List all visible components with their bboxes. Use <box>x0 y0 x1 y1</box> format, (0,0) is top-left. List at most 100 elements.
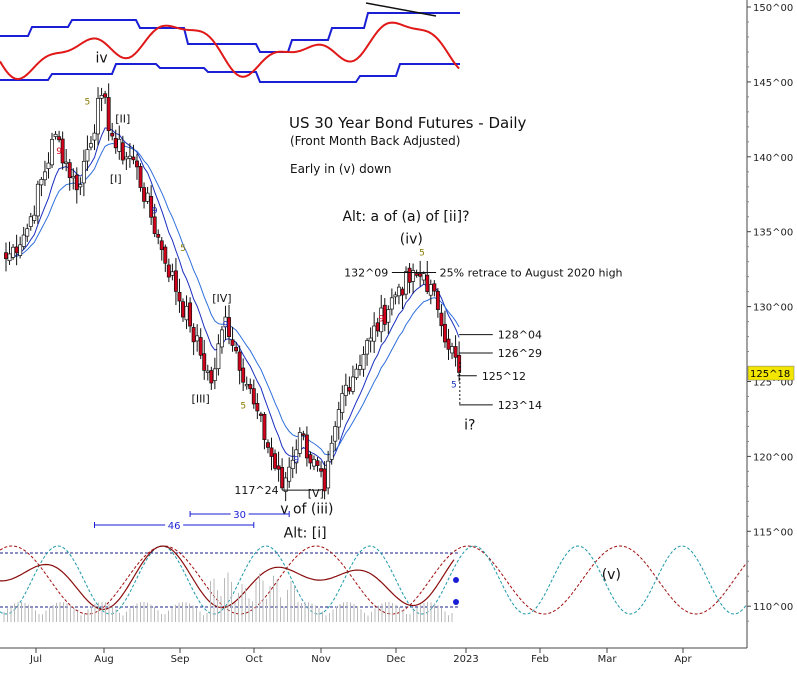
candle-body <box>326 460 331 489</box>
candle-body <box>71 176 76 179</box>
wave-label: [I] <box>110 172 122 185</box>
count-mark: 9 <box>378 315 384 325</box>
candle-body <box>411 270 416 282</box>
candle-body <box>99 95 104 99</box>
annotation-layer: 46 30 iv [II] [I] [IV] [III] [V] (iv) v of (iii) A… <box>56 50 622 583</box>
candle-body <box>428 284 433 296</box>
count-mark: 9 <box>152 207 158 217</box>
retrace-note: 25% retrace to August 2020 high <box>440 266 623 279</box>
fast-moving-average-line <box>5 127 460 467</box>
time-tick-label: Feb <box>531 654 549 665</box>
candle-body <box>163 246 168 264</box>
wave-label: [II] <box>115 112 130 125</box>
time-tick-label: Sep <box>171 654 190 665</box>
chart-comment: Early in (v) down <box>290 162 392 176</box>
time-tick-label: Jul <box>29 654 42 665</box>
oscillator-line <box>0 21 460 81</box>
candle-body <box>234 346 239 352</box>
candle-body <box>297 432 302 454</box>
time-tick-label: Apr <box>674 654 692 665</box>
count-mark: 9 <box>223 321 229 331</box>
candle-body <box>244 384 249 387</box>
candle-body <box>14 246 19 254</box>
candle-body <box>304 434 309 459</box>
candle-body <box>198 337 203 356</box>
candle-body <box>301 433 306 436</box>
candle-body <box>131 156 136 161</box>
candle-body <box>184 305 189 321</box>
candle-body <box>400 288 405 296</box>
candle-body <box>7 253 12 262</box>
candle-body <box>386 309 391 323</box>
candle-body <box>308 454 313 464</box>
candle-body <box>290 459 295 469</box>
candle-body <box>418 273 423 277</box>
candle-body <box>425 274 430 292</box>
candle-body <box>106 97 111 132</box>
divergence-trendline <box>365 2 437 17</box>
candle-body <box>85 149 90 162</box>
candle-body <box>81 160 86 184</box>
candle-body <box>191 327 196 343</box>
candle-body <box>53 133 58 137</box>
candle-body <box>407 267 412 283</box>
candle-body <box>57 136 62 141</box>
count-mark: 9 <box>56 147 62 157</box>
low-level-label: 117^24 <box>234 484 278 497</box>
candle-body <box>396 286 401 297</box>
cycle-span-label-bg <box>230 508 249 520</box>
cycle-marker-dot <box>453 599 459 605</box>
time-tick-label: Mar <box>598 654 618 665</box>
price-tick-label: 110^00 <box>753 602 793 613</box>
candle-body <box>138 166 143 188</box>
candle-body <box>152 216 157 234</box>
count-mark: 9 <box>293 455 299 465</box>
candle-body <box>96 97 100 135</box>
last-price-badge <box>747 365 795 381</box>
candle-body <box>64 161 69 164</box>
candle-body <box>350 376 355 392</box>
candle-body <box>230 339 235 346</box>
candle-body <box>25 228 30 237</box>
candle-body <box>283 477 288 492</box>
target-level-label: 128^04 <box>498 329 542 342</box>
wave-label: iv <box>95 50 107 66</box>
candle-body <box>4 252 8 260</box>
candle-body <box>432 283 437 292</box>
candle-body <box>248 384 253 390</box>
candle-body <box>365 340 370 355</box>
wave-label: Alt: [i] <box>284 525 327 541</box>
candle-body <box>414 273 419 276</box>
candle-body <box>212 368 217 381</box>
time-tick-label: Dec <box>386 654 405 665</box>
candle-body <box>39 179 44 186</box>
candle-body <box>11 246 16 258</box>
time-axis: Jul Aug Sep Oct Nov Dec 2023 Feb Mar Apr <box>0 647 747 665</box>
candle-body <box>389 297 394 310</box>
count-mark: 5 <box>451 380 457 390</box>
candle-body <box>195 335 200 342</box>
candle-body <box>32 214 37 221</box>
wave-label: [IV] <box>212 292 231 305</box>
count-mark: 5 <box>180 244 186 254</box>
cycle-span-label: 30 <box>233 510 246 521</box>
price-tick-label: 140^00 <box>753 153 793 164</box>
candle-body <box>343 384 348 396</box>
candle-body <box>18 244 23 256</box>
candle-body <box>124 156 129 160</box>
candle-body <box>89 143 93 148</box>
candle-body <box>336 409 341 428</box>
candle-body <box>329 442 334 460</box>
candle-body <box>110 132 115 137</box>
candle-body <box>135 160 139 168</box>
candle-body <box>450 346 454 354</box>
candle-body <box>202 353 207 371</box>
candle-body <box>188 302 193 327</box>
price-tick-label: 150^00 <box>753 3 793 14</box>
candle-body <box>28 216 33 227</box>
long-cycle-sine <box>0 545 747 615</box>
wave-label: [III] <box>192 392 210 405</box>
candle-body <box>446 338 451 350</box>
candle-body <box>457 354 462 373</box>
